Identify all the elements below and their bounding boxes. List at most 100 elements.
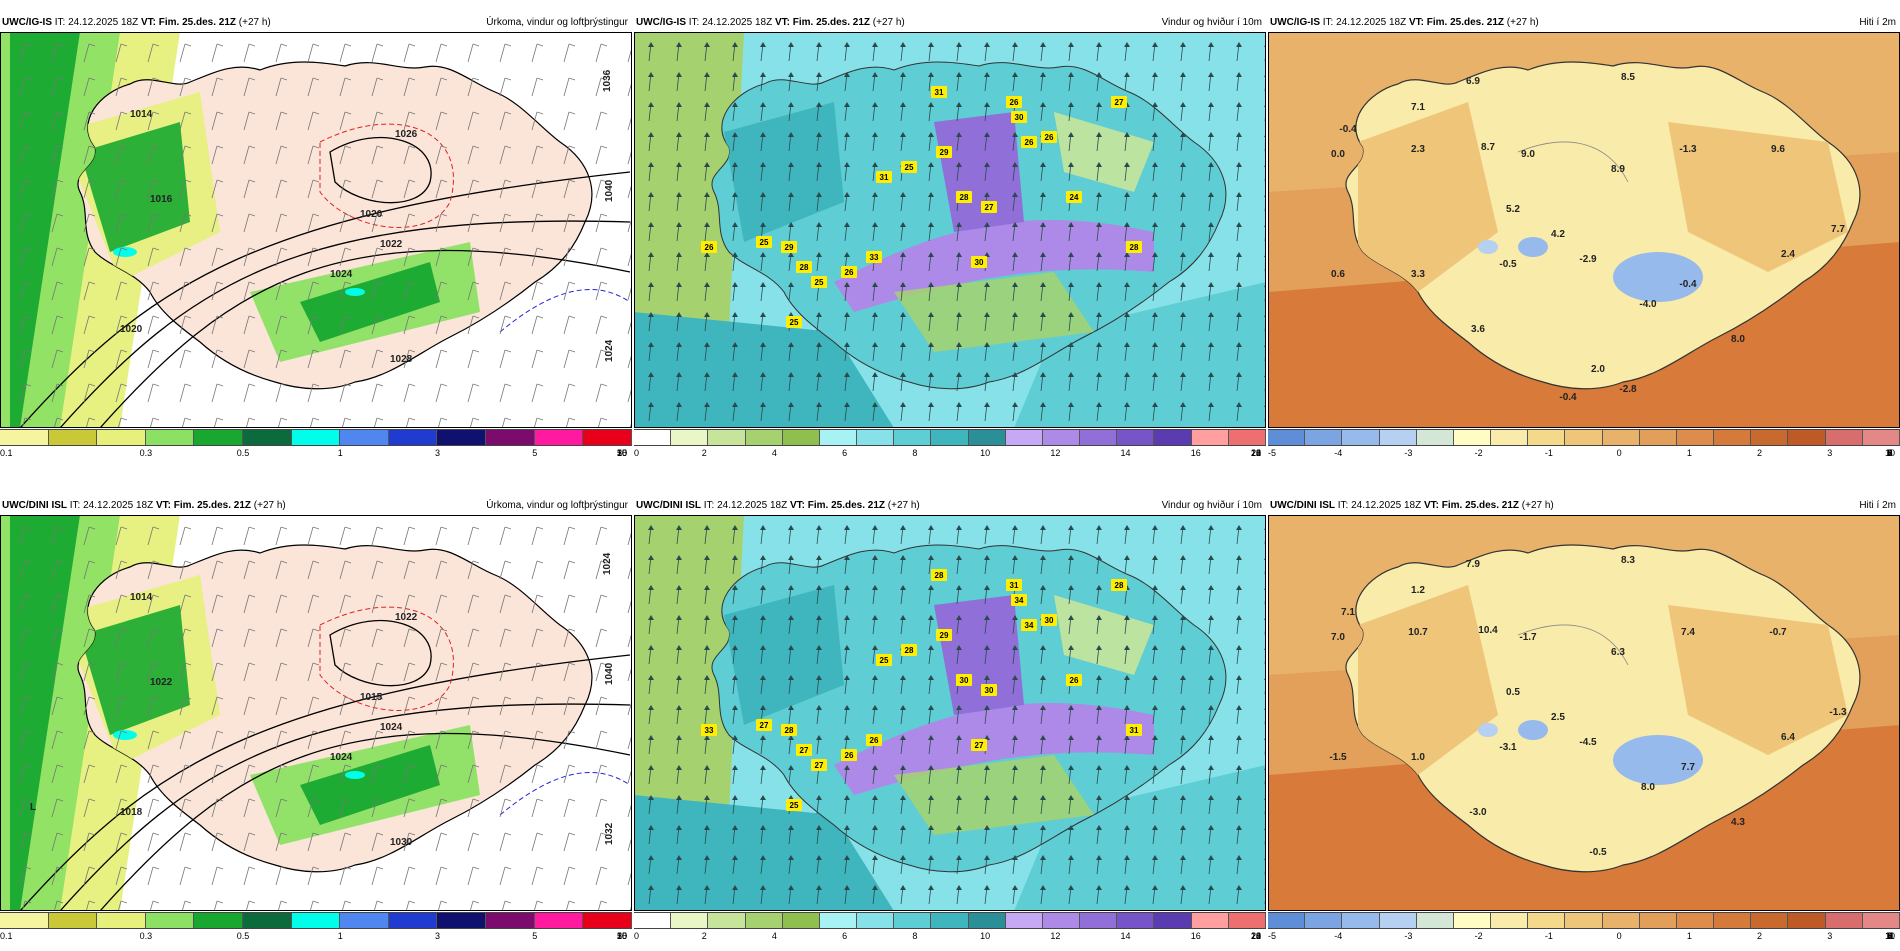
legend-swatch [1416,913,1454,928]
legend-tick-label: 10 [980,931,991,941]
legend-tick-label: 5 [1887,448,1893,458]
gust-badge [1021,136,1037,148]
legend-tick-label: 20 [1250,931,1262,941]
forecast-panel-precip: UWC/IG-IS IT: 24.12.2025 18Z VT: Fim. 25… [0,14,632,468]
temperature-value: 1.2 [1411,585,1425,596]
temperature-value: 0.6 [1331,269,1345,280]
legend-tick-label: 0 [1616,448,1622,458]
legend-swatch [534,430,584,445]
legend-tick-label: 22 [1250,448,1262,458]
legend-swatch [968,913,1006,928]
gust-badge [1011,111,1027,123]
legend-swatch [1491,430,1529,445]
legend-tick-label: 2 [1757,931,1763,941]
isobar-label: 1030 [390,837,413,848]
temperature-value: -0.4 [1339,124,1357,135]
forecast-map: 7.1 6.9 8.5 -0.4 0.0 2.3 8.7 9.0 8.9 -1.3 9.6 5.2 4.… [1268,32,1900,428]
legend-swatch [1528,430,1566,445]
isobar-label: 1024 [380,722,403,733]
legend-swatch [291,913,341,928]
legend-swatch [1268,430,1306,445]
legend-swatch [1825,430,1863,445]
temperature-value: 10.7 [1408,627,1428,638]
forecast-panel-temp: UWC/IG-IS IT: 24.12.2025 18Z VT: Fim. 25… [1268,14,1900,468]
isobar-edge-label: 1036 [602,69,613,92]
isobar-label: 1024 [330,752,353,763]
legend-tick-label: -1 [1544,931,1553,941]
legend-swatch [583,430,632,445]
legend-tick-label: -5 [1268,448,1277,458]
gust-badge [786,316,802,328]
gust-badge [971,256,987,268]
gust-value: 31 [1010,581,1019,590]
legend-tick-label: 0.3 [139,931,153,941]
isobar-label: 1015 [360,692,383,703]
init-time: 24.12.2025 18Z [68,17,139,28]
gust-badge [1126,724,1142,736]
legend-swatch [1751,430,1789,445]
gust-value: 28 [785,726,794,735]
temperature-value: 0.5 [1506,687,1520,698]
legend-tick-label: 12 [1050,448,1061,458]
legend-swatch [1639,913,1677,928]
legend-swatch [1228,430,1266,445]
legend-tick-label: 4 [771,448,777,458]
temperature-value: -1.3 [1829,707,1847,718]
legend-swatch [1639,430,1677,445]
legend-ticks: -5 -4 -3 -2 -1 0 1 2 3 4 5 6 7 8 9 10 [1268,447,1900,461]
legend-swatch [1080,913,1118,928]
legend-swatch [671,913,709,928]
legend-ticks: 0.1 0.3 0.5 1 3 5 10 15 20 30 50 [0,447,632,461]
legend-swatch [340,913,389,928]
temperature-value: 2.3 [1411,144,1425,155]
gust-value: 31 [880,173,889,182]
run-info: UWC/IG-IS IT: 24.12.2025 18Z VT: Fim. 25… [2,14,271,32]
legend-tick-label: 18 [1250,448,1262,458]
legend-tick-label: 0.3 [139,448,153,458]
legend-swatch [819,913,858,928]
legend-tick-label: 7 [1887,931,1893,941]
legend-swatch [243,913,292,928]
gust-badge [811,276,827,288]
gust-badge [936,146,952,158]
legend-tick-label: 6 [842,448,848,458]
init-time: 24.12.2025 18Z [717,500,788,511]
legend-tick-label: 0.1 [0,931,13,941]
legend-swatch [1862,913,1900,928]
valid-label: VT: [140,17,156,28]
init-label: IT: [69,500,81,511]
gust-value: 25 [790,801,799,810]
run-info: UWC/IG-IS IT: 24.12.2025 18Z VT: Fim. 25… [636,14,905,32]
gust-badge [811,759,827,771]
color-scale-legend [0,429,632,446]
panel-title: Vindur og hviður í 10m [1161,17,1262,28]
temperature-value: 7.1 [1411,102,1425,113]
legend-swatch [388,913,438,928]
legend-tick-label: 10 [980,448,991,458]
gust-badge [931,569,947,581]
legend-tick-label: 5 [532,931,538,941]
gust-value: 27 [975,741,984,750]
legend-tick-label: 1 [1686,931,1692,941]
legend-swatch [1005,430,1043,445]
legend-ticks: -5 -4 -3 -2 -1 0 1 2 3 4 5 6 7 8 9 10 11 [1268,930,1900,944]
gust-value: 29 [940,631,949,640]
legend-swatch [1305,430,1343,445]
temperature-value: -4.5 [1579,737,1597,748]
init-time: 24.12.2025 18Z [702,17,773,28]
legend-tick-label: 14 [1120,448,1131,458]
temperature-value: 2.0 [1591,364,1605,375]
legend-tick-label: 0.5 [236,931,250,941]
legend-tick-label: 10 [1884,931,1896,941]
gust-badge [866,734,882,746]
legend-swatch [1788,430,1826,445]
legend-swatch [1191,430,1229,445]
isobar-label: 1016 [150,194,173,205]
legend-swatch [1714,430,1752,445]
color-scale-legend [634,912,1266,929]
gust-value: 26 [870,736,879,745]
gust-value: 28 [960,193,969,202]
gust-badge [1006,579,1022,591]
forecast-map: 26 25 29 26 33 28 31 30 26 27 28 25 29 26 26 24 28 30 31 27… [634,32,1266,428]
gust-badge [866,251,882,263]
